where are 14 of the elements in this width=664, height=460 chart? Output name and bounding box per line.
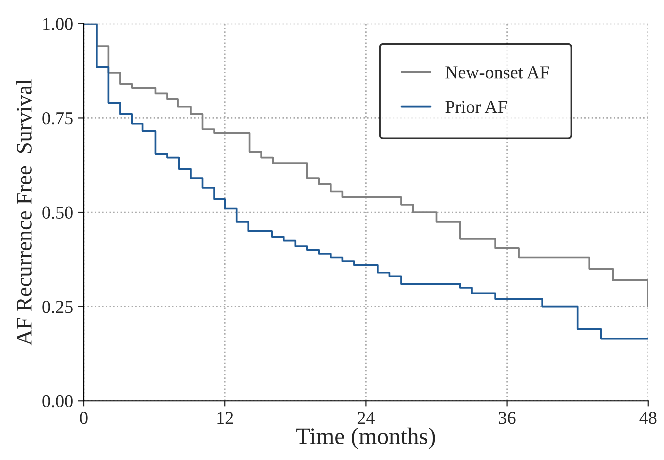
x-tick-label: 0: [80, 412, 88, 424]
y-tick-label: 1.00: [44, 18, 73, 30]
y-tick-label: 0.75: [42, 112, 73, 125]
x-tick-label: 12: [218, 412, 234, 424]
x-tick-label: 36: [499, 412, 516, 424]
y-axis-title: AF Recurrence Free Survival: [16, 80, 32, 346]
legend-label: New-onset AF: [446, 66, 550, 79]
x-tick-label: 48: [640, 412, 657, 424]
y-tick-label: 0.00: [42, 395, 73, 408]
x-tick-label: 24: [358, 412, 375, 424]
y-tick-label: 0.50: [42, 206, 73, 220]
x-axis-title: Time (months): [296, 428, 436, 450]
legend-label: Prior AF: [446, 101, 508, 114]
y-tick-label: 0.25: [42, 301, 73, 314]
